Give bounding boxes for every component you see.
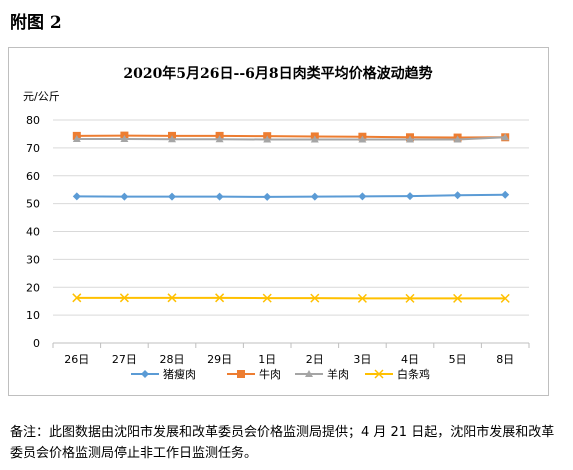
legend-label: 羊肉 [327, 367, 349, 381]
y-tick-label: 80 [26, 114, 40, 127]
x-tick-label: 4日 [401, 353, 419, 366]
chart-frame: 2020年5月26日--6月8日肉类平均价格波动趋势元/公斤 0 10 20 30 40 5… [8, 47, 549, 396]
data-point-3 [453, 135, 462, 143]
data-point-1 [358, 192, 367, 201]
legend-label: 白条鸡 [397, 367, 430, 381]
data-point-3 [215, 135, 224, 143]
y-tick-label: 70 [26, 142, 40, 155]
y-tick-label: 20 [26, 281, 40, 294]
x-tick-label: 8日 [496, 353, 514, 366]
y-tick-label: 10 [26, 309, 40, 322]
x-tick-label: 3日 [353, 353, 371, 366]
data-point-3 [406, 135, 414, 143]
data-point-3 [310, 135, 319, 143]
data-point-1 [453, 191, 462, 200]
data-point-1 [263, 192, 272, 201]
legend-swatch-marker [141, 370, 149, 378]
x-tick-label: 2日 [306, 353, 324, 366]
x-tick-label: 26日 [64, 353, 89, 366]
legend-label: 牛肉 [259, 367, 281, 381]
y-axis-label: 元/公斤 [23, 90, 60, 103]
data-point-1 [310, 192, 319, 201]
x-tick-label: 27日 [112, 353, 137, 366]
data-point-3 [358, 135, 367, 143]
data-point-4 [500, 293, 510, 303]
data-point-4 [357, 293, 367, 303]
series-line-2 [76, 134, 506, 139]
y-tick-label: 40 [26, 226, 40, 239]
data-point-1 [501, 190, 510, 199]
y-tick-label: 60 [26, 170, 40, 183]
legend-swatch-marker [374, 369, 384, 379]
series-line-4 [76, 296, 506, 300]
data-point-3 [120, 134, 129, 142]
data-point-1 [168, 192, 176, 201]
x-tick-label: 29日 [207, 353, 232, 366]
series-line-3 [76, 136, 506, 141]
data-point-4 [262, 293, 272, 303]
footnote: 备注：此图数据由沈阳市发展和改革委员会价格监测局提供；4 月 21 日起，沈阳市… [10, 425, 555, 461]
data-point-4 [405, 293, 415, 303]
x-tick-label: 5日 [449, 353, 467, 366]
data-point-4 [310, 293, 320, 303]
data-point-3 [168, 135, 176, 143]
data-point-4 [119, 293, 129, 303]
chart-title: 2020年5月26日--6月8日肉类平均价格波动趋势 [123, 65, 432, 82]
data-point-4 [167, 293, 177, 303]
data-point-3 [501, 133, 510, 141]
legend-swatch-marker [305, 370, 313, 377]
data-point-3 [72, 134, 81, 142]
data-point-1 [215, 192, 224, 201]
data-point-1 [72, 192, 81, 201]
y-tick-label: 30 [26, 253, 40, 266]
y-tick-label: 50 [26, 198, 40, 211]
data-point-3 [263, 135, 272, 143]
data-point-1 [406, 192, 414, 201]
x-tick-label: 1日 [258, 353, 276, 366]
legend-swatch-marker [237, 370, 245, 378]
data-point-1 [120, 192, 129, 201]
y-tick-label: 0 [33, 337, 40, 350]
data-point-4 [453, 293, 463, 303]
page-heading: 附图 2 [10, 13, 62, 33]
x-tick-label: 28日 [160, 353, 185, 366]
legend-label: 猪瘦肉 [163, 367, 196, 381]
data-point-4 [215, 293, 225, 303]
data-point-4 [72, 293, 82, 303]
series-line-1 [76, 193, 506, 198]
